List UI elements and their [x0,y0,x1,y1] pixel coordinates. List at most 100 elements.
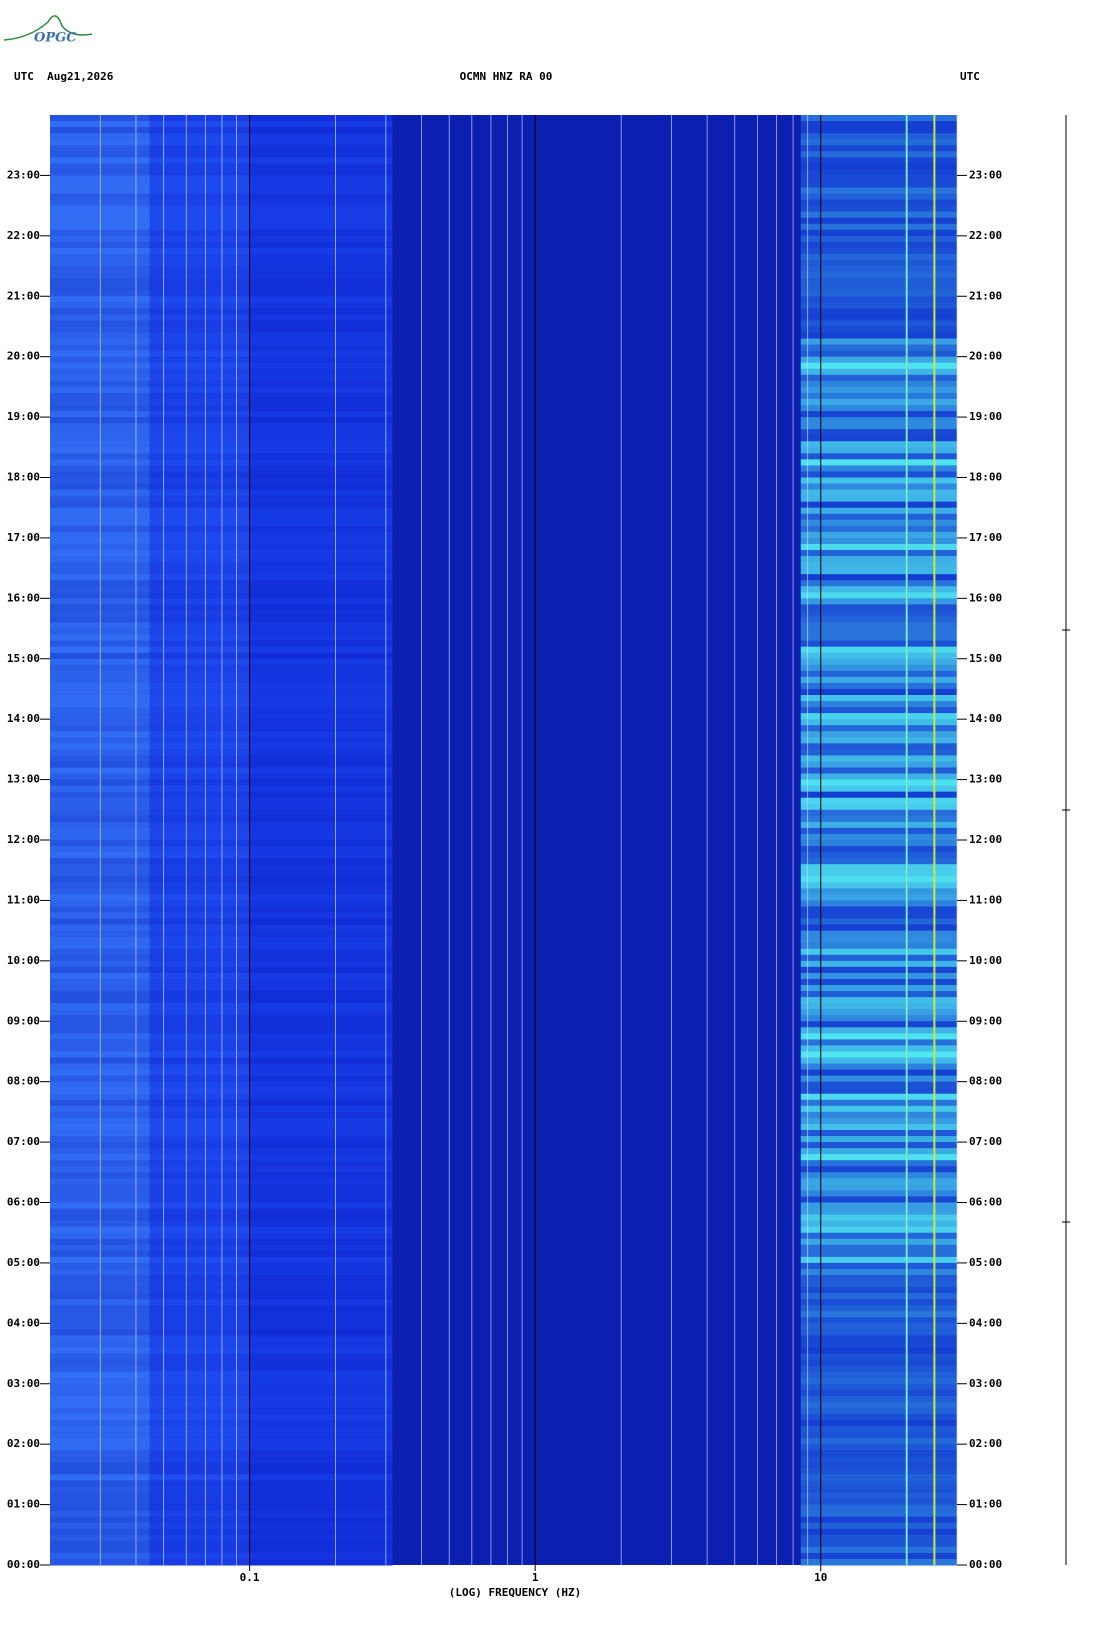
y-tick-label: 09:00 [969,1014,1002,1027]
spectral-texture [800,1492,957,1500]
spectral-texture [800,507,957,515]
spectral-texture [149,682,250,690]
spectral-texture [149,223,250,231]
spectral-texture [800,833,957,841]
spectral-texture [149,1208,250,1216]
spectral-texture [800,761,957,768]
spectral-texture [249,1438,393,1445]
y-tick-label: 17:00 [969,531,1002,544]
spectral-texture [149,1329,250,1336]
y-tick-label: 21:00 [969,289,1002,302]
spectral-texture [249,1522,393,1530]
spectral-texture [149,1027,250,1034]
y-tick-label: 10:00 [7,954,40,967]
spectral-texture [249,1021,393,1028]
y-tick-label: 18:00 [969,471,1002,484]
spectral-texture [800,151,957,158]
y-tick-label: 02:00 [7,1437,40,1450]
spectral-texture [800,1154,957,1161]
spectral-texture [149,139,250,146]
spectral-texture [149,1528,250,1536]
spectral-texture [249,743,393,750]
spectral-texture [800,193,957,201]
x-tick-label: 1 [532,1571,539,1584]
spectral-texture [249,1075,393,1083]
spectral-texture [149,852,250,859]
spectral-texture [149,1268,250,1276]
spectral-texture [149,386,250,394]
spectral-texture [800,543,957,551]
spectral-texture [149,1154,250,1161]
spectral-texture [800,1317,957,1324]
spectral-texture [800,695,957,702]
spectral-texture [800,640,957,648]
spectral-texture [149,894,250,901]
spectral-texture [249,809,393,817]
spectral-texture [149,163,250,170]
spectral-texture [249,997,393,1004]
spectral-texture [249,894,393,901]
spectral-texture [800,459,957,466]
y-tick-label: 01:00 [969,1498,1002,1511]
spectral-texture [249,876,393,883]
spectral-texture [149,1136,250,1143]
spectral-texture [249,235,393,243]
spectral-texture [800,513,957,521]
y-tick-label: 03:00 [7,1377,40,1390]
right-label: UTC [960,70,980,83]
spectral-texture [800,1420,957,1427]
spectral-texture [149,991,250,998]
spectral-texture [800,326,957,333]
spectral-texture [800,815,957,823]
spectral-texture [800,785,957,793]
spectral-texture [149,453,250,460]
spectral-texture [149,640,250,648]
spectral-texture [149,471,250,478]
spectral-texture [149,1552,250,1560]
spectral-texture [249,1244,393,1252]
spectral-texture [249,1190,393,1197]
spectral-texture [149,1021,250,1028]
spectral-texture [800,737,957,744]
y-tick-label: 04:00 [969,1316,1002,1329]
spectral-texture [800,1486,957,1493]
spectral-texture [149,266,250,273]
spectral-texture [800,1450,957,1457]
spectral-texture [249,930,393,938]
spectral-texture [149,598,250,605]
spectral-texture [249,833,393,841]
spectral-texture [149,115,250,122]
spectral-texture [149,628,250,636]
spectral-texture [249,223,393,231]
spectral-texture [249,1057,393,1065]
spectral-texture [249,507,393,515]
spectral-texture [149,1522,250,1530]
spectral-texture [149,1516,250,1524]
y-tick-label: 22:00 [7,229,40,242]
spectral-texture [249,1359,393,1367]
spectral-texture [800,1099,957,1107]
spectral-texture [149,652,250,660]
spectral-texture [249,688,393,696]
spectral-texture [249,785,393,793]
spectral-texture [800,1033,957,1040]
spectral-texture [149,175,250,182]
spectral-texture [149,1184,250,1191]
spectral-texture [149,380,250,388]
spectral-texture [249,713,393,720]
spectral-texture [249,803,393,811]
spectral-texture [149,1305,250,1312]
spectral-texture [249,284,393,291]
spectral-texture [149,749,250,756]
spectral-texture [249,411,393,418]
spectral-texture [149,489,250,497]
spectral-texture [149,870,250,877]
spectral-texture [800,1015,957,1022]
spectral-texture [800,1220,957,1228]
spectral-texture [800,930,957,938]
spectral-texture [800,882,957,889]
spectral-texture [800,912,957,920]
spectral-texture [800,1383,957,1391]
spectral-texture [800,906,957,913]
spectral-texture [249,459,393,466]
